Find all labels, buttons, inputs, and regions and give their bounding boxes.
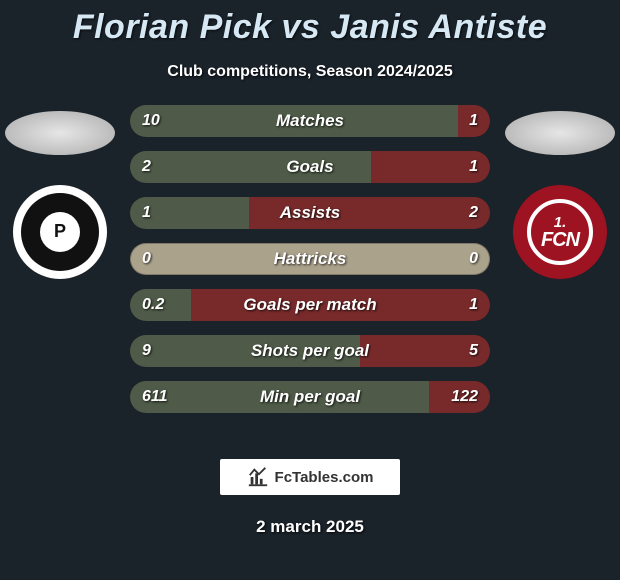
stat-row: 21Goals	[130, 151, 490, 183]
stat-value-right: 122	[451, 381, 478, 413]
comparison-title: Florian Pick vs Janis Antiste	[0, 0, 620, 47]
stat-row: 0.21Goals per match	[130, 289, 490, 321]
club-badge-right-line2: FCN	[541, 230, 579, 250]
comparison-subtitle: Club competitions, Season 2024/2025	[0, 63, 620, 81]
stat-value-right: 1	[469, 151, 478, 183]
stat-value-left: 611	[142, 381, 168, 413]
stat-value-left: 10	[142, 105, 160, 137]
stat-seg-right	[191, 289, 490, 321]
stat-value-right: 0	[469, 243, 478, 275]
stat-row: 95Shots per goal	[130, 335, 490, 367]
stat-row: 12Assists	[130, 197, 490, 229]
stat-seg-left	[130, 381, 429, 413]
stat-value-left: 0.2	[142, 289, 164, 321]
stat-seg-right	[249, 197, 490, 229]
club-badge-right-line1: 1.	[554, 215, 567, 230]
stat-row: 101Matches	[130, 105, 490, 137]
stat-seg-left	[130, 105, 458, 137]
stat-value-left: 0	[142, 243, 151, 275]
stat-value-left: 1	[142, 197, 151, 229]
player-right-avatar-placeholder	[505, 111, 615, 155]
brand-box[interactable]: FcTables.com	[220, 459, 400, 495]
stat-value-right: 1	[469, 289, 478, 321]
stat-seg-left	[130, 335, 360, 367]
stat-value-right: 5	[469, 335, 478, 367]
stat-row: 0 0Hattricks	[130, 243, 490, 275]
brand-text: FcTables.com	[275, 469, 374, 486]
player-right-column: 1. FCN	[500, 105, 620, 279]
club-badge-right: 1. FCN	[513, 185, 607, 279]
stat-label: Hattricks	[130, 243, 490, 275]
stat-seg-left	[130, 151, 371, 183]
stat-bars-container: 101Matches21Goals12Assists00Hattricks0.2…	[130, 105, 490, 413]
stat-value-right: 1	[469, 105, 478, 137]
comparison-main: 1. FCN 101Matches21Goals12Assists00Hattr…	[0, 105, 620, 435]
stat-row: 611122Min per goal	[130, 381, 490, 413]
player-left-column	[0, 105, 120, 279]
club-badge-left-inner	[21, 193, 99, 271]
club-badge-right-inner: 1. FCN	[527, 199, 593, 265]
stat-value-left: 9	[142, 335, 151, 367]
stat-value-right: 2	[469, 197, 478, 229]
brand-chart-icon	[247, 466, 269, 488]
player-left-avatar-placeholder	[5, 111, 115, 155]
comparison-date: 2 march 2025	[0, 517, 620, 537]
stat-value-left: 2	[142, 151, 151, 183]
club-badge-left-ball-icon	[40, 212, 80, 252]
club-badge-left	[13, 185, 107, 279]
